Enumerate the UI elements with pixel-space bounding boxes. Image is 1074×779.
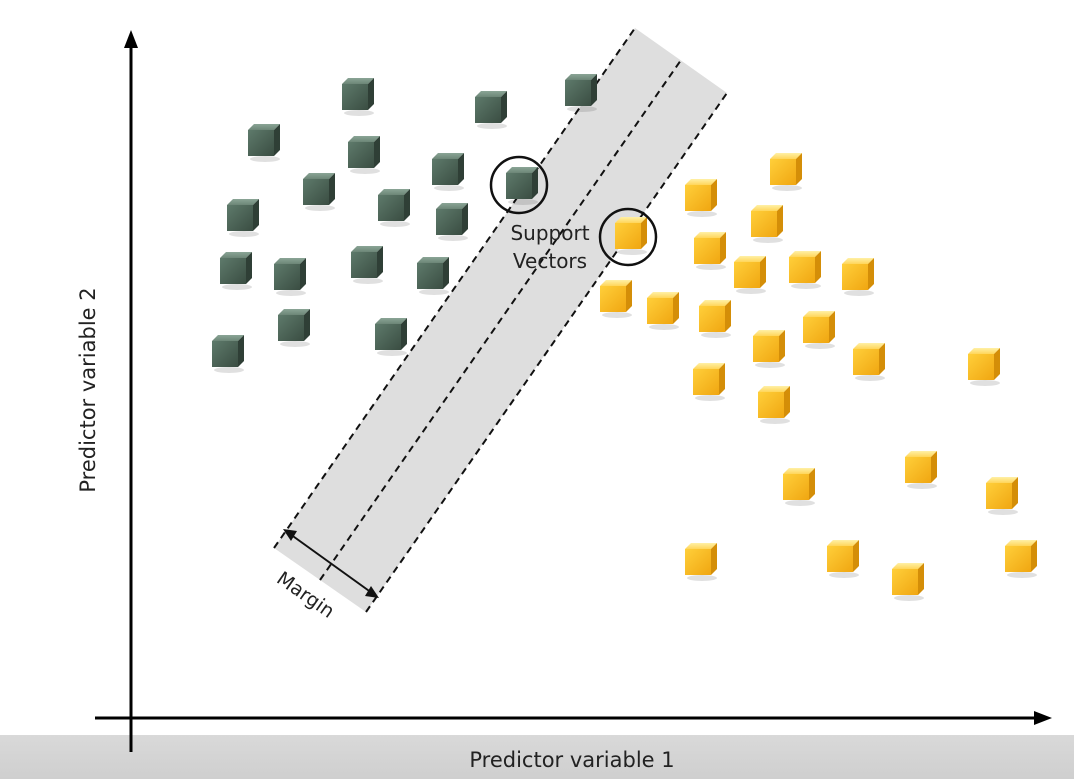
yellow-cube-17 bbox=[758, 386, 790, 424]
yellow-cube-7 bbox=[789, 251, 821, 289]
yellow-cube-16 bbox=[693, 363, 725, 401]
green-cube-5 bbox=[348, 136, 380, 174]
x-axis bbox=[95, 711, 1052, 725]
yellow-cube-13 bbox=[753, 330, 785, 368]
green-cube-7 bbox=[432, 153, 464, 191]
green-cube-9 bbox=[227, 199, 259, 237]
yellow-cube-15 bbox=[968, 348, 1000, 386]
green-cube-17 bbox=[375, 318, 407, 356]
decision-boundary bbox=[319, 59, 682, 581]
green-cube-6 bbox=[303, 173, 335, 211]
green-cube-11 bbox=[436, 203, 468, 241]
yellow-cube-19 bbox=[783, 468, 815, 506]
yellow-cube-22 bbox=[827, 540, 859, 578]
data-points bbox=[212, 74, 1037, 601]
green-cube-16 bbox=[278, 309, 310, 347]
support-vector-circle-yellow bbox=[598, 207, 658, 267]
green-cube-4 bbox=[248, 124, 280, 162]
green-cube-2 bbox=[475, 91, 507, 129]
yellow-cube-2 bbox=[685, 179, 717, 217]
yellow-cube-8 bbox=[842, 258, 874, 296]
yellow-cube-12 bbox=[803, 311, 835, 349]
yellow-cube-20 bbox=[986, 477, 1018, 515]
yellow-cube-24 bbox=[1005, 540, 1037, 578]
yellow-cube-10 bbox=[647, 292, 679, 330]
bottom-band bbox=[0, 735, 1074, 779]
green-cube-18 bbox=[212, 335, 244, 373]
margin-boundary-lower bbox=[365, 92, 728, 613]
yellow-cube-21 bbox=[685, 543, 717, 581]
margin-arrow bbox=[283, 529, 379, 598]
green-cube-13 bbox=[274, 258, 306, 296]
support-vector-circle-green bbox=[489, 155, 549, 215]
yellow-cube-18 bbox=[905, 451, 937, 489]
yellow-cube-14 bbox=[853, 343, 885, 381]
y-axis-label: Predictor variable 2 bbox=[76, 287, 100, 492]
yellow-cube-23 bbox=[892, 563, 924, 601]
yellow-cube-5 bbox=[694, 232, 726, 270]
x-axis-label: Predictor variable 1 bbox=[469, 748, 674, 772]
green-cube-8 bbox=[506, 167, 538, 205]
green-cube-14 bbox=[351, 246, 383, 284]
green-cube-3 bbox=[565, 74, 597, 112]
yellow-cube-6 bbox=[734, 256, 766, 294]
green-cube-1 bbox=[342, 78, 374, 116]
margin-boundary-upper bbox=[273, 27, 636, 549]
support-vectors-label-line1: Support bbox=[510, 221, 589, 245]
support-vectors-label-line2: Vectors bbox=[513, 249, 587, 273]
green-cube-15 bbox=[417, 257, 449, 295]
yellow-cube-11 bbox=[699, 300, 731, 338]
y-axis bbox=[124, 30, 138, 752]
yellow-cube-9 bbox=[600, 280, 632, 318]
green-cube-12 bbox=[220, 252, 252, 290]
green-cube-10 bbox=[378, 189, 410, 227]
yellow-cube-4 bbox=[615, 217, 647, 255]
yellow-cube-3 bbox=[751, 205, 783, 243]
yellow-cube-1 bbox=[770, 153, 802, 191]
